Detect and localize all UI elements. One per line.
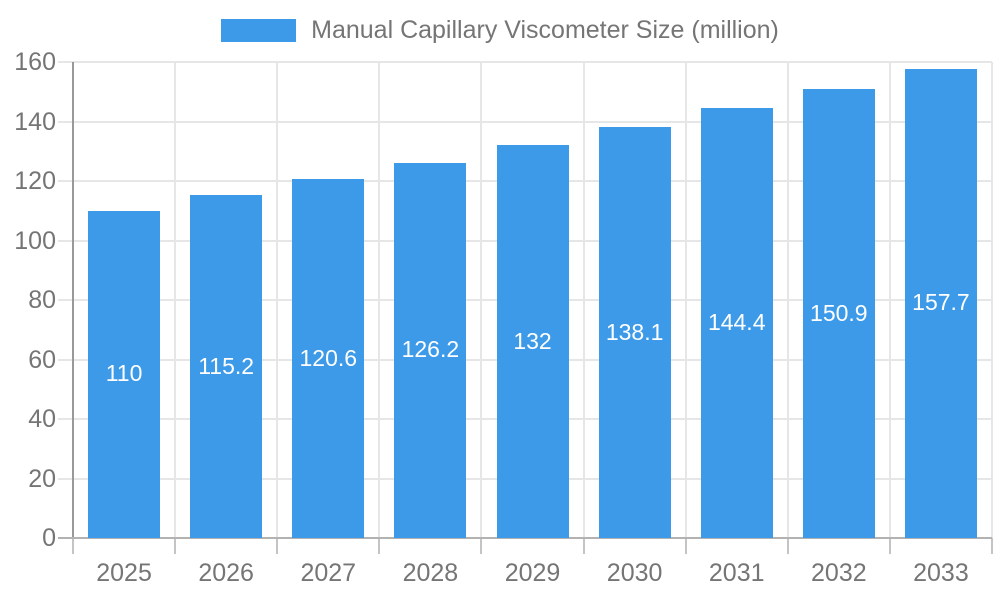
legend-swatch bbox=[221, 19, 297, 42]
x-axis-tick bbox=[72, 538, 74, 554]
y-tick-label: 160 bbox=[14, 48, 56, 76]
y-gridline bbox=[58, 120, 992, 123]
bar[interactable] bbox=[88, 210, 161, 538]
bar[interactable] bbox=[292, 179, 365, 538]
y-tick-label: 140 bbox=[14, 107, 56, 136]
x-axis-tick bbox=[786, 538, 789, 554]
y-tick-label: 100 bbox=[14, 226, 56, 255]
bar-value-label: 120.6 bbox=[299, 344, 358, 371]
x-axis-tick bbox=[684, 538, 687, 554]
y-tick-label: 120 bbox=[14, 167, 56, 195]
bar-value-label: 150.9 bbox=[810, 299, 868, 326]
x-axis-tick bbox=[582, 538, 585, 554]
x-gridline bbox=[991, 62, 993, 538]
x-gridline bbox=[684, 62, 687, 538]
bar-value-label: 138.1 bbox=[605, 318, 664, 345]
bar[interactable] bbox=[190, 195, 263, 538]
bar[interactable] bbox=[802, 89, 875, 538]
bar-value-label: 132 bbox=[513, 327, 552, 354]
y-tick-label: 40 bbox=[28, 405, 56, 433]
x-gridline bbox=[174, 62, 177, 538]
x-tick-label: 2025 bbox=[96, 559, 152, 587]
bar[interactable] bbox=[700, 108, 773, 538]
bar[interactable] bbox=[904, 68, 977, 538]
x-tick-label: 2032 bbox=[811, 559, 867, 587]
x-axis-tick bbox=[174, 538, 177, 554]
x-tick-label: 2033 bbox=[913, 559, 969, 587]
bar-value-label: 110 bbox=[105, 360, 143, 387]
y-axis-line bbox=[72, 62, 74, 538]
x-tick-label: 2030 bbox=[606, 559, 663, 587]
x-gridline bbox=[786, 62, 789, 538]
chart-legend: Manual Capillary Viscometer Size (millio… bbox=[0, 16, 1000, 45]
x-tick-label: 2031 bbox=[708, 559, 765, 587]
bar-value-label: 157.7 bbox=[912, 289, 970, 316]
x-gridline bbox=[378, 62, 381, 538]
legend-label: Manual Capillary Viscometer Size (millio… bbox=[311, 16, 779, 44]
y-tick-label: 80 bbox=[28, 286, 56, 314]
x-axis-tick bbox=[276, 538, 279, 554]
x-tick-label: 2028 bbox=[402, 559, 459, 587]
x-gridline bbox=[276, 62, 279, 538]
bar-value-label: 126.2 bbox=[401, 336, 460, 363]
y-tick-label: 60 bbox=[28, 345, 56, 374]
y-gridline bbox=[58, 61, 992, 63]
x-gridline bbox=[888, 62, 891, 538]
bar-value-label: 115.2 bbox=[198, 352, 255, 379]
bar[interactable] bbox=[394, 162, 467, 538]
bar[interactable] bbox=[598, 127, 671, 538]
y-tick-label: 20 bbox=[28, 464, 56, 493]
x-axis-tick bbox=[480, 538, 483, 554]
bar[interactable] bbox=[496, 145, 569, 538]
x-gridline bbox=[582, 62, 585, 538]
x-tick-label: 2029 bbox=[504, 559, 561, 587]
bar-value-label: 144.4 bbox=[707, 309, 766, 336]
x-tick-label: 2026 bbox=[198, 559, 254, 587]
x-gridline bbox=[480, 62, 483, 538]
x-axis-line bbox=[58, 537, 992, 539]
x-axis-tick bbox=[378, 538, 381, 554]
y-tick-label: 0 bbox=[42, 524, 56, 552]
x-axis-tick bbox=[991, 538, 993, 554]
x-tick-label: 2027 bbox=[300, 559, 357, 587]
x-axis-tick bbox=[888, 538, 891, 554]
